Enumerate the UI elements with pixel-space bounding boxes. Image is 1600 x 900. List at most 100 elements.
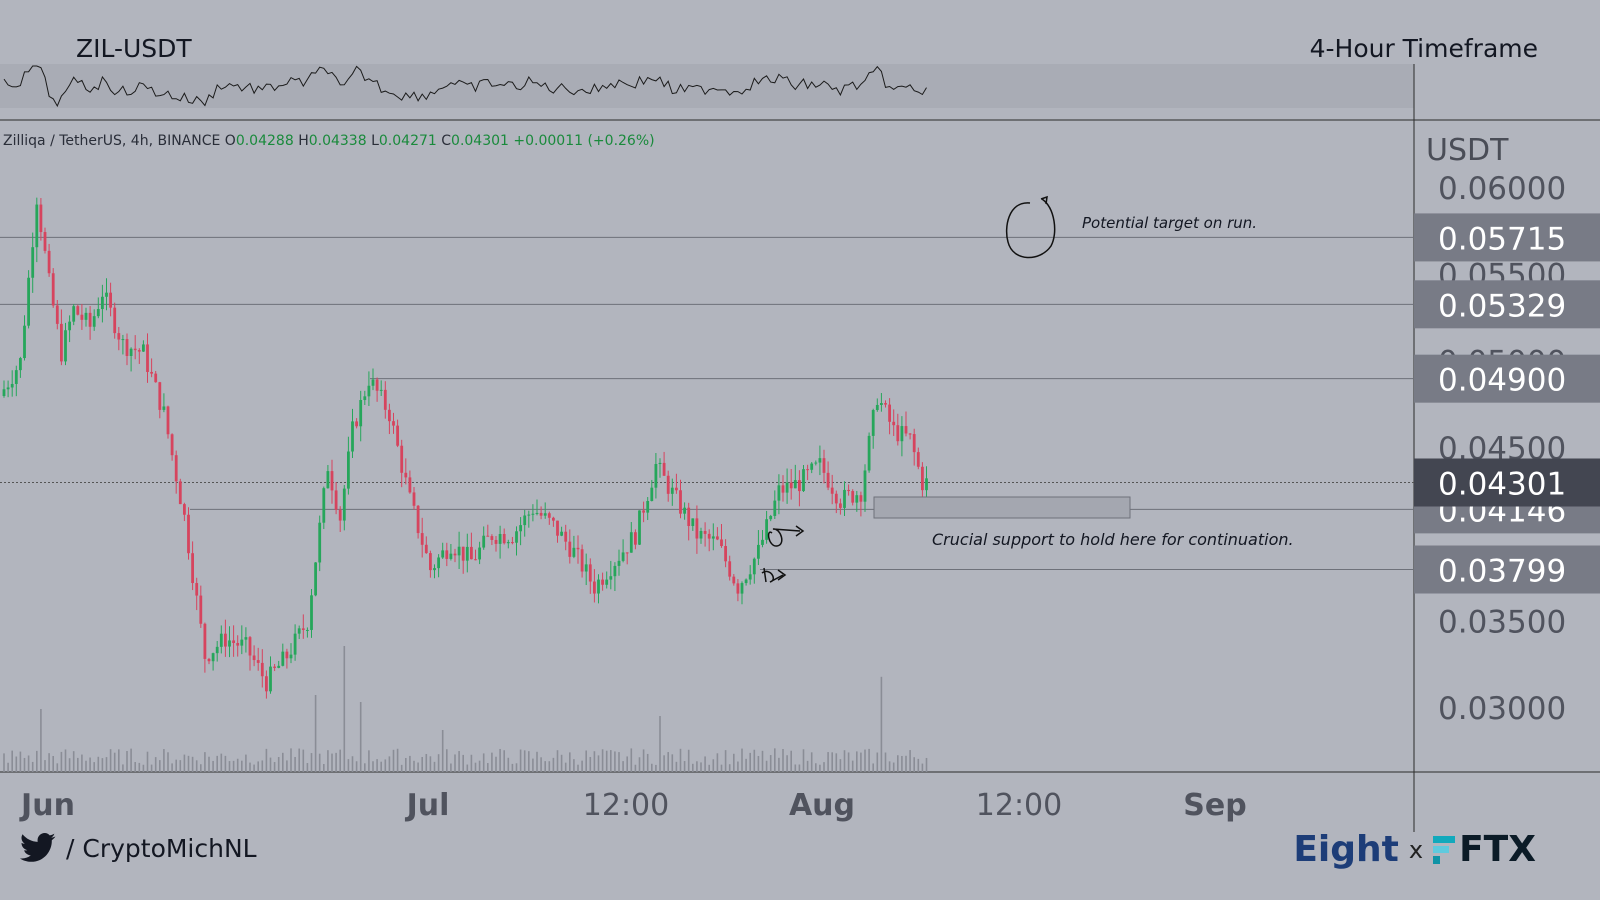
candle-body bbox=[244, 637, 248, 640]
volume-bar bbox=[692, 763, 694, 772]
candle-body bbox=[839, 503, 842, 508]
candle-body bbox=[806, 469, 809, 471]
candle-body bbox=[150, 371, 153, 374]
candle-body bbox=[658, 462, 662, 465]
volume-bar bbox=[56, 763, 59, 772]
candle-body bbox=[359, 400, 363, 427]
close-value: 0.04301 bbox=[451, 133, 509, 149]
ftx-mark-icon bbox=[1433, 835, 1456, 864]
volume-bar bbox=[368, 750, 370, 772]
candle-body bbox=[888, 404, 891, 422]
high-value: 0.04338 bbox=[308, 133, 367, 149]
candle-body bbox=[183, 504, 186, 515]
candle-body bbox=[125, 339, 129, 356]
volume-bar bbox=[265, 748, 268, 772]
x-tick-label: Sep bbox=[1183, 788, 1246, 823]
candle-body bbox=[224, 633, 227, 647]
candle-body bbox=[301, 628, 305, 630]
volume-bar bbox=[163, 749, 165, 772]
candle-body bbox=[662, 462, 666, 476]
candle-body bbox=[834, 493, 838, 504]
candle-body bbox=[552, 517, 555, 521]
y-tick-label: 0.06000 bbox=[1438, 171, 1566, 207]
volume-bar bbox=[470, 754, 473, 772]
candle-body bbox=[334, 490, 338, 510]
candle-body bbox=[166, 406, 170, 435]
candle-body bbox=[629, 532, 633, 553]
currency-label: USDT bbox=[1426, 133, 1509, 168]
candle-body bbox=[76, 306, 80, 315]
candle-body bbox=[535, 512, 539, 514]
candle-body bbox=[867, 435, 871, 471]
level-marker-box bbox=[1414, 545, 1600, 594]
candle-body bbox=[761, 539, 764, 545]
candle-body bbox=[133, 348, 137, 351]
volume-bar bbox=[593, 751, 596, 772]
volume-bar bbox=[458, 751, 460, 772]
volume-bar bbox=[856, 751, 858, 772]
candle-body bbox=[564, 531, 568, 542]
candle-body bbox=[576, 547, 580, 550]
candle-body bbox=[80, 314, 84, 320]
volume-bar bbox=[15, 756, 18, 772]
volume-bar bbox=[675, 761, 678, 772]
volume-bar bbox=[634, 764, 637, 772]
level-marker-label: 0.05715 bbox=[1438, 221, 1566, 257]
level-marker-box bbox=[1414, 485, 1600, 534]
candle-body bbox=[174, 455, 178, 482]
volume-bar bbox=[671, 754, 674, 772]
candle-body bbox=[219, 633, 223, 647]
volume-bar bbox=[372, 761, 374, 772]
candle-body bbox=[752, 558, 756, 575]
volume-bar bbox=[339, 749, 341, 772]
candle-body bbox=[236, 642, 240, 646]
candle-body bbox=[728, 561, 732, 577]
volume-bar bbox=[761, 750, 764, 772]
candle-body bbox=[539, 512, 543, 516]
volume-bar bbox=[454, 754, 456, 772]
candle-body bbox=[880, 403, 883, 405]
volume-bar bbox=[376, 759, 378, 772]
volume-bar bbox=[810, 752, 813, 772]
candle-body bbox=[609, 576, 613, 580]
volume-bar bbox=[798, 764, 801, 772]
volume-bar bbox=[892, 762, 895, 772]
candle-body bbox=[736, 583, 740, 594]
volume-bar bbox=[507, 757, 510, 772]
candle-body bbox=[322, 488, 326, 523]
volume-bar bbox=[708, 764, 710, 772]
volume-bar bbox=[81, 754, 83, 772]
candle-body bbox=[675, 487, 678, 491]
volume-bar bbox=[200, 764, 202, 772]
candle-body bbox=[748, 574, 752, 580]
volume-bar bbox=[466, 764, 469, 772]
candle-body bbox=[19, 358, 22, 371]
candle-body bbox=[273, 666, 276, 668]
candle-body bbox=[51, 273, 55, 306]
volume-bar bbox=[224, 755, 227, 772]
volume-bar bbox=[52, 755, 54, 772]
volume-bar bbox=[400, 764, 403, 772]
candle-body bbox=[154, 373, 158, 383]
y-tick-label: 0.04500 bbox=[1438, 431, 1566, 467]
volume-bar bbox=[298, 748, 300, 772]
volume-bar bbox=[888, 761, 891, 772]
candle-body bbox=[441, 550, 445, 558]
y-tick-label: 0.03500 bbox=[1438, 604, 1566, 640]
volume-bar bbox=[802, 749, 805, 772]
candle-body bbox=[367, 385, 371, 397]
volume-bar bbox=[392, 749, 395, 772]
volume-bar bbox=[478, 760, 481, 772]
candle-body bbox=[703, 530, 707, 534]
candle-body bbox=[757, 544, 760, 559]
support-zone bbox=[873, 496, 1131, 519]
candle-body bbox=[248, 637, 252, 656]
volume-bar bbox=[23, 757, 26, 772]
volume-bar bbox=[245, 754, 247, 772]
volume-bar bbox=[839, 759, 842, 772]
candle-body bbox=[523, 515, 527, 526]
candle-body bbox=[777, 485, 781, 501]
volume-bar bbox=[187, 755, 190, 772]
candle-body bbox=[342, 488, 346, 521]
candle-body bbox=[60, 323, 63, 362]
